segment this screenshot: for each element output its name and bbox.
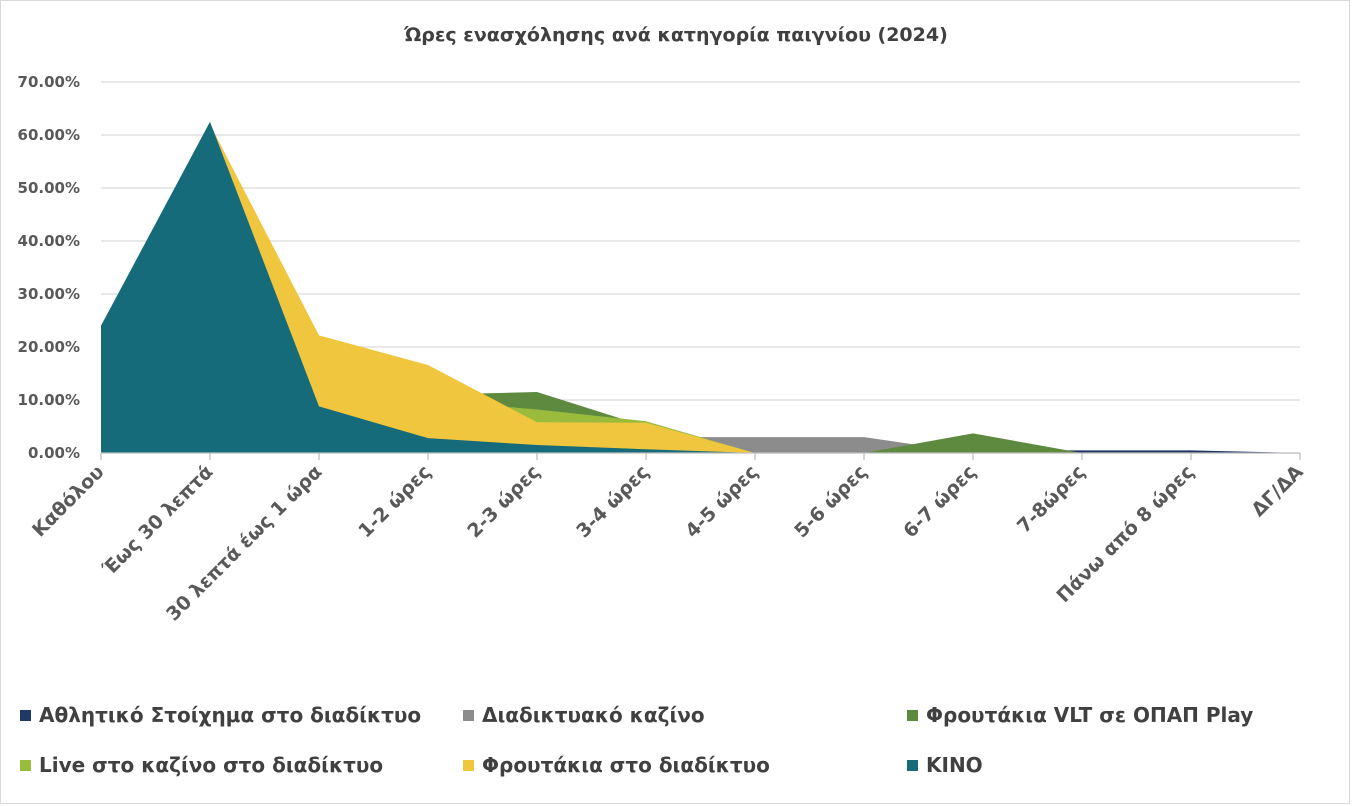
- y-tick-label: 10.00%: [18, 391, 80, 409]
- series-area-4: [101, 124, 1300, 454]
- legend-item: Live στο καζίνο στο διαδίκτυο: [20, 753, 383, 777]
- y-axis: 0.00% 10.00% 20.00% 30.00% 40.00% 50.00% 60.00…: [18, 73, 80, 462]
- legend-item: Διαδικτυακό καζίνο: [463, 703, 705, 727]
- x-tick-label: ΔΓ/ΔΑ: [1247, 461, 1307, 521]
- y-tick-label: 0.00%: [28, 444, 80, 462]
- legend-label: ΚΙΝΟ: [926, 753, 983, 777]
- x-tick-label: 6-7 ώρες: [899, 461, 980, 542]
- x-tick-label: Καθόλου: [28, 461, 108, 541]
- x-tick-label: Έως 30 λεπτά: [98, 461, 218, 581]
- legend-label: Live στο καζίνο στο διαδίκτυο: [39, 753, 384, 777]
- series-areas: [101, 121, 1300, 454]
- x-tick-label: 3-4 ώρες: [572, 461, 653, 542]
- legend-item: Αθλητικό Στοίχημα στο διαδίκτυο: [20, 703, 421, 727]
- legend-item: ΚΙΝΟ: [907, 753, 983, 777]
- x-tick-label: 2-3 ώρες: [463, 461, 544, 542]
- y-tick-label: 50.00%: [18, 179, 80, 197]
- legend-swatch: [20, 709, 31, 721]
- x-tick-label: 1-2 ώρες: [354, 461, 435, 542]
- legend-label: Φρουτάκια VLT σε ΟΠΑΠ Play: [926, 703, 1254, 727]
- legend-label: Διαδικτυακό καζίνο: [482, 703, 705, 727]
- x-tick-label: 7-8ώρες: [1013, 461, 1090, 538]
- y-tick-label: 60.00%: [18, 126, 80, 144]
- x-tick-label: 5-6 ώρες: [790, 461, 871, 542]
- legend-label: Αθλητικό Στοίχημα στο διαδίκτυο: [39, 703, 422, 727]
- y-tick-label: 40.00%: [18, 232, 80, 250]
- legend-label: Φρουτάκια στο διαδίκτυο: [482, 753, 770, 777]
- chart-title: Ώρες ενασχόλησης ανά κατηγορία παιγνίου …: [404, 24, 948, 46]
- series-area-5: [101, 121, 1300, 453]
- legend-swatch: [907, 709, 918, 721]
- y-tick-label: 70.00%: [18, 73, 80, 91]
- y-tick-label: 20.00%: [18, 338, 80, 356]
- legend-item: Φρουτάκια VLT σε ΟΠΑΠ Play: [907, 703, 1253, 727]
- x-tick-label: 4-5 ώρες: [681, 461, 762, 542]
- legend-swatch: [907, 759, 918, 771]
- y-tick-label: 30.00%: [18, 285, 80, 303]
- legend-swatch: [20, 759, 31, 771]
- legend-swatch: [463, 709, 474, 721]
- legend-swatch: [463, 759, 474, 771]
- legend-item: Φρουτάκια στο διαδίκτυο: [463, 753, 770, 777]
